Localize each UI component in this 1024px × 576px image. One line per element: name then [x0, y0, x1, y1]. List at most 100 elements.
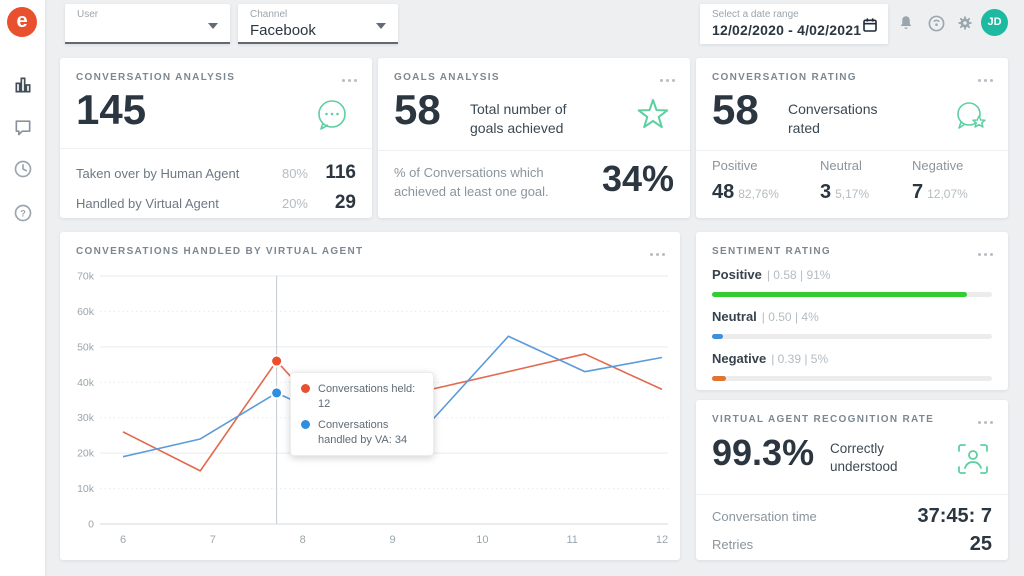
stat-percent: 5,17%	[835, 187, 870, 201]
channel-filter-label: Channel	[250, 9, 288, 20]
sidebar-item-conversations[interactable]	[0, 110, 45, 144]
metric-value: 25	[969, 532, 992, 555]
calendar-icon	[863, 18, 877, 32]
progress-track	[712, 334, 992, 339]
date-range-label: Select a date range	[712, 9, 799, 20]
conversation-bubble-icon	[318, 100, 346, 130]
card-title: GOALS ANALYSIS	[394, 72, 500, 83]
progress-track	[712, 292, 992, 297]
conversation-analysis-card: CONVERSATION ANALYSIS 145 Taken over by …	[60, 58, 372, 218]
stat-label: Neutral	[820, 158, 862, 173]
sidebar-item-history[interactable]	[0, 152, 45, 186]
card-menu-icon[interactable]	[658, 76, 676, 86]
va-conversations-chart-card: CONVERSATIONS HANDLED BY VIRTUAL AGENT 0…	[60, 232, 680, 560]
chart-tooltip: Conversations held: 12 Conversations hand…	[290, 372, 434, 457]
metric-value: 116	[325, 162, 356, 183]
metric-row: Conversation time 37:45: 7	[712, 502, 992, 530]
metric-row: Handled by Virtual Agent 20% 29	[76, 188, 356, 218]
channel-filter-value: Facebook	[250, 22, 316, 39]
metric-percent: 20%	[281, 195, 308, 211]
goals-total: 58	[394, 86, 441, 133]
date-range-picker[interactable]: Select a date range 12/02/2020 - 4/02/20…	[700, 4, 888, 44]
metric-label: Conversation time	[712, 508, 817, 524]
sidebar-item-help[interactable]: ?	[0, 196, 45, 230]
series-dot-icon	[301, 419, 310, 429]
help-icon: ?	[14, 204, 31, 222]
rating-stat-negative: Negative 7 12,07%	[912, 158, 968, 204]
sentiment-row-positive: Positive | 0.58 | 91%	[712, 266, 992, 297]
goals-analysis-card: GOALS ANALYSIS 58 Total number of goals …	[378, 58, 690, 218]
card-menu-icon[interactable]	[976, 250, 994, 260]
tooltip-text: Conversations handled by VA: 34	[318, 418, 408, 446]
card-menu-icon[interactable]	[976, 418, 994, 428]
svg-text:0: 0	[88, 519, 94, 531]
svg-text:9: 9	[389, 534, 395, 546]
card-menu-icon[interactable]	[976, 76, 994, 86]
svg-text:10k: 10k	[77, 483, 95, 495]
sentiment-rating-card: SENTIMENT RATING Positive | 0.58 | 91% Ne…	[696, 232, 1008, 390]
divider	[696, 150, 1008, 151]
stat-value: 48	[712, 181, 735, 203]
settings-gear-icon[interactable]	[955, 13, 975, 33]
conversations-total: 145	[76, 86, 147, 133]
stat-value: 3	[820, 181, 832, 203]
recognition-subtitle: Correctly understood	[830, 441, 898, 475]
sidebar: e ?	[0, 0, 45, 576]
progress-fill	[712, 334, 724, 339]
metric-label: Retries	[712, 536, 754, 552]
svg-text:?: ?	[20, 208, 26, 218]
card-title: CONVERSATION RATING	[712, 72, 857, 83]
live-status-icon[interactable]	[926, 13, 946, 33]
user-filter-dropdown[interactable]: User	[65, 4, 230, 44]
recognition-icon	[958, 444, 988, 474]
metric-row: Retries 25	[712, 530, 992, 558]
goals-subtitle: Total number of goals achieved	[470, 101, 567, 136]
metric-value: 37:45: 7	[917, 504, 993, 527]
series-dot-icon	[301, 384, 310, 393]
history-icon	[14, 160, 31, 178]
card-menu-icon[interactable]	[340, 76, 358, 86]
progress-track	[712, 376, 992, 381]
sentiment-row-negative: Negative | 0.39 | 5%	[712, 350, 992, 381]
goals-footer-value: 34%	[601, 158, 674, 199]
progress-fill	[712, 376, 726, 381]
progress-fill	[712, 292, 967, 297]
sentiment-label: Positive	[712, 267, 762, 282]
star-icon	[637, 99, 669, 129]
channel-filter-dropdown[interactable]: Channel Facebook	[238, 4, 398, 44]
conversation-rating-card: CONVERSATION RATING 58 Conversations rat…	[696, 58, 1008, 218]
svg-text:60k: 60k	[77, 306, 95, 318]
svg-text:50k: 50k	[77, 341, 95, 353]
stat-percent: 12,07%	[927, 187, 968, 201]
user-avatar[interactable]: JD	[981, 9, 1008, 36]
stat-label: Negative	[912, 158, 964, 173]
svg-text:30k: 30k	[77, 412, 95, 424]
svg-text:6: 6	[120, 534, 126, 546]
chart-tooltip-rows: Conversations held: 12 Conversations hand…	[301, 382, 423, 447]
svg-text:70k: 70k	[77, 271, 95, 283]
chat-icon	[15, 120, 30, 136]
app-logo-icon[interactable]: e	[7, 7, 37, 37]
recognition-total: 99.3%	[712, 432, 815, 473]
sentiment-row-neutral: Neutral | 0.50 | 4%	[712, 308, 992, 339]
card-menu-icon[interactable]	[648, 250, 666, 260]
sidebar-item-analytics[interactable]	[0, 68, 45, 102]
goals-footer-label: % of Conversations which achieved at lea…	[394, 165, 549, 199]
rated-total: 58	[712, 86, 759, 133]
tooltip-row: Conversations held: 12	[301, 382, 423, 412]
metric-value: 29	[334, 192, 356, 213]
card-title: CONVERSATION ANALYSIS	[76, 72, 236, 83]
divider	[60, 148, 372, 149]
svg-text:11: 11	[566, 534, 577, 546]
notifications-bell-icon[interactable]	[896, 13, 916, 33]
bar-chart-icon	[15, 77, 30, 93]
metric-label: Handled by Virtual Agent	[76, 195, 219, 211]
stat-value: 7	[912, 181, 924, 203]
chevron-down-icon	[208, 23, 218, 29]
user-filter-label: User	[77, 9, 99, 20]
metric-percent: 80%	[281, 165, 308, 181]
svg-text:8: 8	[300, 534, 306, 546]
recognition-rate-card: VIRTUAL AGENT RECOGNITION RATE 99.3% Cor…	[696, 400, 1008, 560]
tooltip-text: Conversations held: 12	[318, 383, 416, 410]
